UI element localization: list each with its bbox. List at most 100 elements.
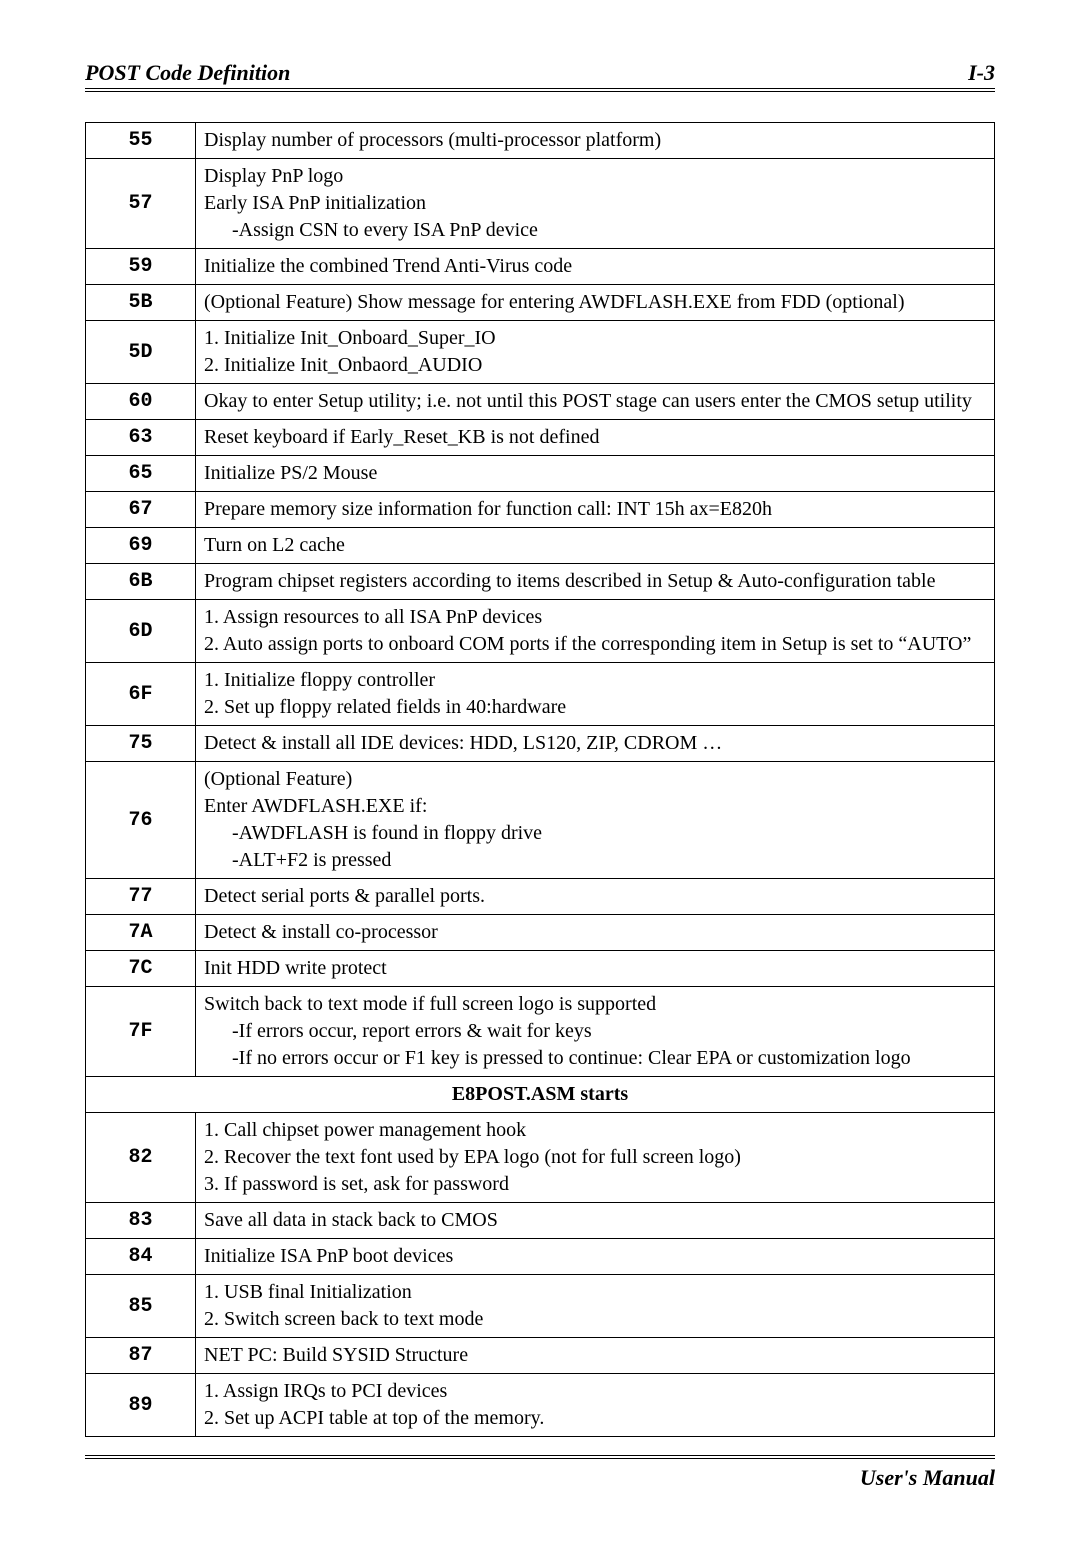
post-description: Initialize PS/2 Mouse (196, 456, 995, 492)
post-code-table: 55 Display number of processors (multi-pr… (85, 122, 995, 1437)
description-line: (Optional Feature) (204, 766, 986, 793)
description-line: 2. Switch screen back to text mode (204, 1306, 986, 1333)
description-line: 1. Assign resources to all ISA PnP devic… (204, 604, 986, 631)
description-line: 3. If password is set, ask for password (204, 1171, 986, 1198)
description-line: Switch back to text mode if full screen … (204, 991, 986, 1018)
post-description: Program chipset registers according to i… (196, 564, 995, 600)
description-line: 2. Initialize Init_Onbaord_AUDIO (204, 352, 986, 379)
description-line: Detect serial ports & parallel ports. (204, 883, 986, 910)
post-code: 7C (86, 951, 196, 987)
description-line: Display number of processors (multi-proc… (204, 127, 986, 154)
table-row: 67Prepare memory size information for fu… (86, 492, 995, 528)
table-row: 5D1. Initialize Init_Onboard_Super_IO2. … (86, 321, 995, 384)
table-row: 7C Init HDD write protect (86, 951, 995, 987)
description-line: Save all data in stack back to CMOS (204, 1207, 986, 1234)
post-code: 7A (86, 915, 196, 951)
post-description: Detect & install co-processor (196, 915, 995, 951)
header-title: POST Code Definition (85, 60, 290, 86)
description-line: 2. Set up floppy related fields in 40:ha… (204, 694, 986, 721)
header-page-number: I-3 (968, 60, 995, 86)
post-description: Display PnP logoEarly ISA PnP initializa… (196, 159, 995, 249)
description-line: -If errors occur, report errors & wait f… (204, 1018, 986, 1045)
post-description: NET PC: Build SYSID Structure (196, 1338, 995, 1374)
post-code: 82 (86, 1113, 196, 1203)
post-description: Display number of processors (multi-proc… (196, 123, 995, 159)
table-row: 5B (Optional Feature) Show message for en… (86, 285, 995, 321)
post-description: Reset keyboard if Early_Reset_KB is not … (196, 420, 995, 456)
table-row: 59Initialize the combined Trend Anti-Vir… (86, 249, 995, 285)
post-code: 89 (86, 1374, 196, 1437)
description-line: -If no errors occur or F1 key is pressed… (204, 1045, 986, 1072)
post-code: 6D (86, 600, 196, 663)
table-row: 75 Detect & install all IDE devices: HDD,… (86, 726, 995, 762)
table-row: 76(Optional Feature)Enter AWDFLASH.EXE i… (86, 762, 995, 879)
post-description: Save all data in stack back to CMOS (196, 1203, 995, 1239)
description-line: Early ISA PnP initialization (204, 190, 986, 217)
page-footer: User's Manual (85, 1455, 995, 1491)
table-row: 7A Detect & install co-processor (86, 915, 995, 951)
post-description: Detect & install all IDE devices: HDD, L… (196, 726, 995, 762)
description-line: Reset keyboard if Early_Reset_KB is not … (204, 424, 986, 451)
post-description: (Optional Feature)Enter AWDFLASH.EXE if:… (196, 762, 995, 879)
post-description: Detect serial ports & parallel ports. (196, 879, 995, 915)
description-line: Initialize ISA PnP boot devices (204, 1243, 986, 1270)
post-code: 76 (86, 762, 196, 879)
post-description: 1. USB final Initialization2. Switch scr… (196, 1275, 995, 1338)
post-code: 75 (86, 726, 196, 762)
post-description: 1. Initialize floppy controller2. Set up… (196, 663, 995, 726)
post-description: Init HDD write protect (196, 951, 995, 987)
description-line: 1. Call chipset power management hook (204, 1117, 986, 1144)
table-row: 63Reset keyboard if Early_Reset_KB is no… (86, 420, 995, 456)
description-line: Okay to enter Setup utility; i.e. not un… (204, 388, 986, 415)
description-line: Program chipset registers according to i… (204, 568, 986, 595)
post-description: 1. Assign resources to all ISA PnP devic… (196, 600, 995, 663)
post-description: 1. Call chipset power management hook2. … (196, 1113, 995, 1203)
table-row: 65Initialize PS/2 Mouse (86, 456, 995, 492)
description-line: Detect & install all IDE devices: HDD, L… (204, 730, 986, 757)
post-code: 57 (86, 159, 196, 249)
table-row: 55 Display number of processors (multi-pr… (86, 123, 995, 159)
description-line: 1. USB final Initialization (204, 1279, 986, 1306)
post-description: (Optional Feature) Show message for ente… (196, 285, 995, 321)
post-description: Initialize the combined Trend Anti-Virus… (196, 249, 995, 285)
description-line: Detect & install co-processor (204, 919, 986, 946)
table-row: 6D 1. Assign resources to all ISA PnP dev… (86, 600, 995, 663)
post-code: 5B (86, 285, 196, 321)
post-code: 55 (86, 123, 196, 159)
post-code: 85 (86, 1275, 196, 1338)
table-row: 6B Program chipset registers according to… (86, 564, 995, 600)
description-line: -AWDFLASH is found in floppy drive (204, 820, 986, 847)
table-row: 6F1. Initialize floppy controller2. Set … (86, 663, 995, 726)
description-line: Init HDD write protect (204, 955, 986, 982)
description-line: 1. Assign IRQs to PCI devices (204, 1378, 986, 1405)
post-description: Initialize ISA PnP boot devices (196, 1239, 995, 1275)
description-line: NET PC: Build SYSID Structure (204, 1342, 986, 1369)
table-row: 891. Assign IRQs to PCI devices2. Set up… (86, 1374, 995, 1437)
table-row: 60Okay to enter Setup utility; i.e. not … (86, 384, 995, 420)
post-code: 6F (86, 663, 196, 726)
table-row: 87 NET PC: Build SYSID Structure (86, 1338, 995, 1374)
description-line: Turn on L2 cache (204, 532, 986, 559)
description-line: 2. Recover the text font used by EPA log… (204, 1144, 986, 1171)
post-code: 84 (86, 1239, 196, 1275)
post-description: Okay to enter Setup utility; i.e. not un… (196, 384, 995, 420)
post-code: 77 (86, 879, 196, 915)
post-code: 87 (86, 1338, 196, 1374)
description-line: Enter AWDFLASH.EXE if: (204, 793, 986, 820)
post-description: 1. Assign IRQs to PCI devices2. Set up A… (196, 1374, 995, 1437)
description-line: -Assign CSN to every ISA PnP device (204, 217, 986, 244)
post-description: Turn on L2 cache (196, 528, 995, 564)
post-code: 69 (86, 528, 196, 564)
description-line: 2. Set up ACPI table at top of the memor… (204, 1405, 986, 1432)
description-line: (Optional Feature) Show message for ente… (204, 289, 986, 316)
description-line: Display PnP logo (204, 163, 986, 190)
description-line: 1. Initialize Init_Onboard_Super_IO (204, 325, 986, 352)
page-header: POST Code Definition I-3 (85, 60, 995, 92)
description-line: Prepare memory size information for func… (204, 496, 986, 523)
post-code: 6B (86, 564, 196, 600)
table-row: 821. Call chipset power management hook2… (86, 1113, 995, 1203)
post-description: Prepare memory size information for func… (196, 492, 995, 528)
post-code: 59 (86, 249, 196, 285)
footer-text: User's Manual (860, 1465, 995, 1490)
section-heading: E8POST.ASM starts (86, 1077, 995, 1113)
